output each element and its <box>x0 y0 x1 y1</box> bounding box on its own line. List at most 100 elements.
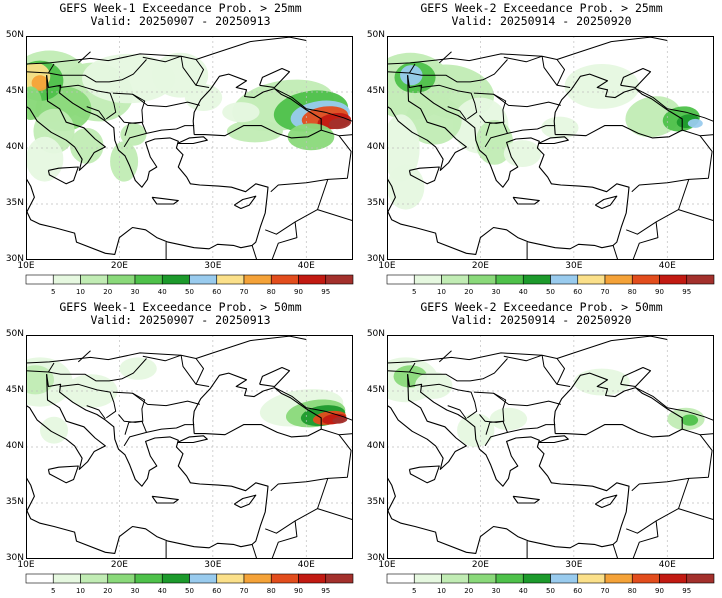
country-border <box>142 354 182 362</box>
coastline <box>387 75 467 171</box>
coastline <box>47 465 79 484</box>
colorbar-label: 80 <box>628 587 637 595</box>
country-border <box>251 245 258 260</box>
colorbar-swatch <box>25 274 54 285</box>
colorbar-swatch <box>216 274 245 285</box>
probability-area <box>40 416 69 444</box>
lat-label: 30N <box>366 254 385 264</box>
probability-area <box>503 140 542 168</box>
colorbar-swatch <box>52 573 81 584</box>
country-border <box>678 508 714 521</box>
coastline <box>26 75 269 255</box>
lon-label: 30E <box>565 560 583 570</box>
colorbar-swatch <box>495 274 524 285</box>
country-border <box>321 428 353 436</box>
colorbar-swatch <box>495 573 524 584</box>
colorbar-label: 5 <box>412 587 416 595</box>
panel-title: GEFS Week-2 Exceedance Prob. > 50mm <box>420 300 663 314</box>
colorbar: 5 10 20 30 40 50 60 70 80 90 95 <box>386 573 715 595</box>
colorbar-swatch <box>161 573 190 584</box>
probability-area <box>681 414 699 426</box>
colorbar-swatch <box>468 274 497 285</box>
colorbar-label: 70 <box>240 288 249 296</box>
lat-label: 45N <box>366 86 385 96</box>
country-border <box>408 63 416 74</box>
lat-label: 45N <box>5 86 24 96</box>
country-border <box>541 56 571 88</box>
colorbar-swatch <box>577 274 606 285</box>
colorbar-label: 5 <box>412 288 416 296</box>
lon-label: 20E <box>110 261 128 271</box>
coastline <box>620 67 652 89</box>
colorbar-swatch <box>80 274 109 285</box>
colorbar: 5 10 20 30 40 50 60 70 80 90 95 <box>386 274 715 296</box>
country-border <box>47 63 55 74</box>
probability-map <box>26 36 353 260</box>
country-border <box>123 121 147 148</box>
country-border <box>626 179 690 235</box>
colorbar: 5 10 20 30 40 50 60 70 80 90 95 <box>25 274 354 296</box>
country-border <box>317 209 353 222</box>
colorbar-swatch <box>298 274 327 285</box>
lat-label: 50N <box>5 30 24 40</box>
country-border <box>447 106 467 121</box>
probability-area <box>687 118 703 128</box>
lat-label: 45N <box>5 385 24 395</box>
probability-area <box>31 75 49 91</box>
country-border <box>493 392 561 407</box>
map-frame <box>26 36 353 260</box>
lat-label: 30N <box>5 254 24 264</box>
probability-map <box>387 36 714 260</box>
colorbar-label: 50 <box>185 587 194 595</box>
lat-label: 40N <box>5 142 24 152</box>
colorbar-swatch <box>107 274 136 285</box>
country-border <box>682 129 714 137</box>
coastline <box>620 366 652 388</box>
colorbar-swatch <box>325 274 354 285</box>
coastline <box>387 374 630 554</box>
lon-label: 10E <box>378 560 396 570</box>
probability-map <box>387 335 714 559</box>
colorbar-label: 95 <box>321 587 330 595</box>
lat-label: 30N <box>5 553 24 563</box>
country-border <box>408 362 416 373</box>
lon-label: 20E <box>471 261 489 271</box>
coastline <box>512 196 540 205</box>
map-panel-w1_25: GEFS Week-1 Exceedance Prob. > 25mm Valid… <box>0 0 361 299</box>
map-frame <box>387 36 714 260</box>
colorbar-label: 95 <box>682 288 691 296</box>
coastline <box>26 374 269 554</box>
country-border <box>123 420 147 447</box>
coastline <box>259 67 291 89</box>
coastline <box>26 374 106 470</box>
probability-area <box>489 407 528 431</box>
colorbar-swatch <box>686 573 715 584</box>
country-border <box>142 55 182 63</box>
colorbar-label: 40 <box>519 587 528 595</box>
country-border <box>447 405 467 420</box>
coastline <box>151 196 179 205</box>
lat-label: 40N <box>5 441 24 451</box>
probability-area <box>226 120 283 143</box>
country-border <box>26 358 147 382</box>
country-border <box>180 355 210 387</box>
colorbar-swatch <box>243 274 272 285</box>
country-border <box>274 88 353 123</box>
country-border <box>632 221 659 260</box>
country-border <box>678 209 714 222</box>
coastline <box>47 166 79 185</box>
colorbar-label: 95 <box>321 288 330 296</box>
country-border <box>251 544 258 559</box>
coastline <box>594 195 618 210</box>
country-border <box>77 350 91 363</box>
map-panel-w2_25: GEFS Week-2 Exceedance Prob. > 25mm Valid… <box>361 0 722 299</box>
map-panel-w1_50: GEFS Week-1 Exceedance Prob. > 50mm Valid… <box>0 299 361 598</box>
lat-label: 40N <box>366 441 385 451</box>
country-border <box>180 56 210 88</box>
colorbar-label: 90 <box>294 587 303 595</box>
lon-label: 20E <box>471 560 489 570</box>
country-border <box>86 106 106 121</box>
colorbar-label: 90 <box>655 288 664 296</box>
colorbar-swatch <box>161 274 190 285</box>
country-border <box>507 424 556 433</box>
